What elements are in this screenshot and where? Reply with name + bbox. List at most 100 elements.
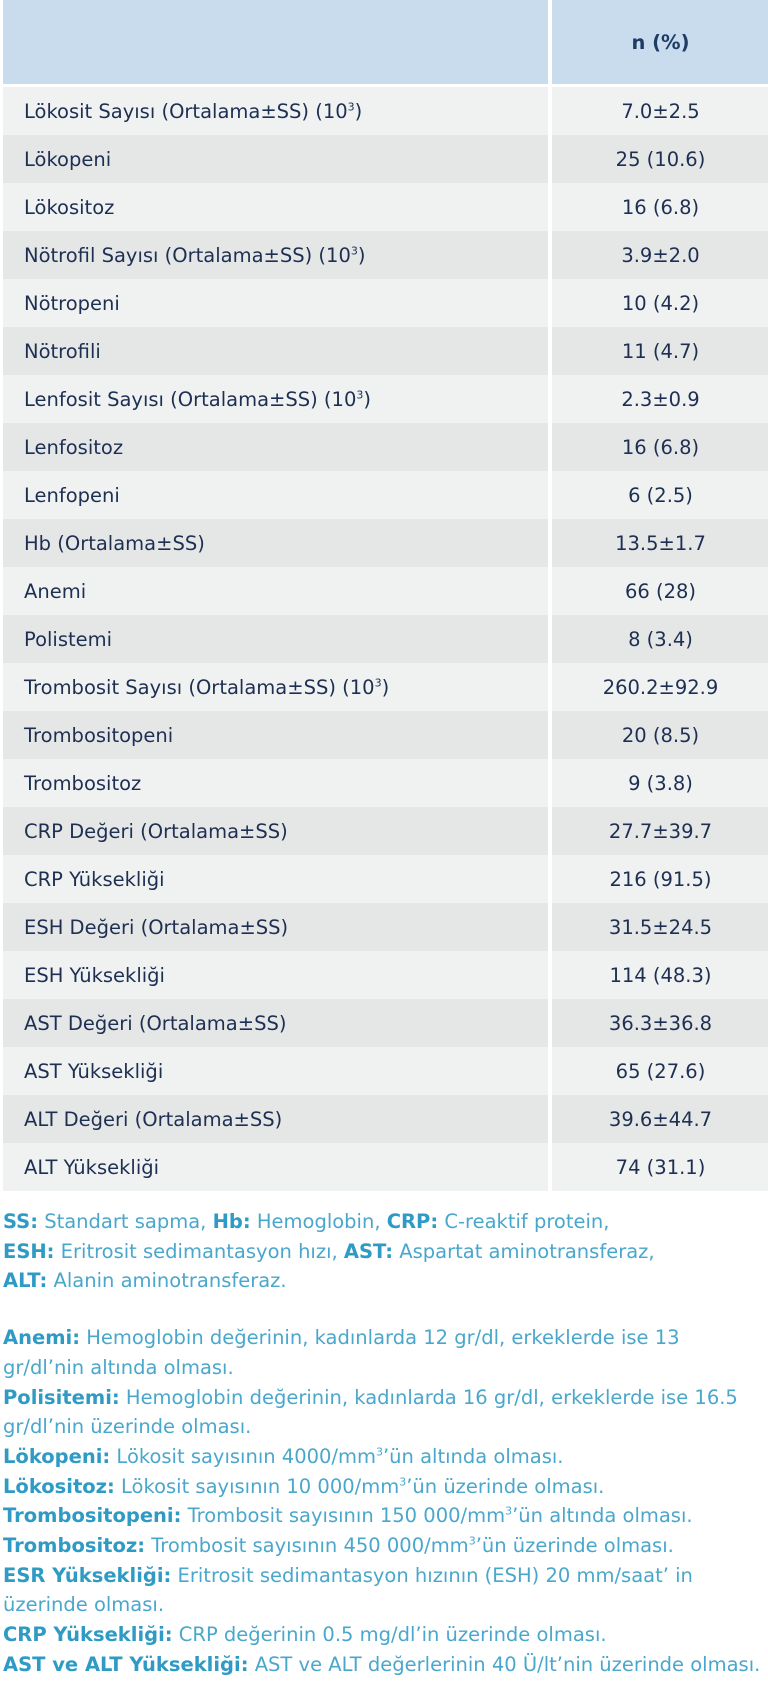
definition-anemi: Anemi: Hemoglobin değerinin, kadınlarda … <box>3 1323 763 1382</box>
row-value: 65 (27.6) <box>549 1047 768 1095</box>
definition-trombositopeni: Trombositopeni: Trombosit sayısının 150 … <box>3 1501 763 1531</box>
row-label-text: Trombosit Sayısı (Ortalama±SS) (10 <box>24 675 375 699</box>
row-label: Lökosit Sayısı (Ortalama±SS) (103) <box>0 85 552 135</box>
row-label: ALT Yüksekliği <box>0 1143 552 1191</box>
row-value: 31.5±24.5 <box>549 903 768 951</box>
row-label: ALT Değeri (Ortalama±SS) <box>0 1095 552 1143</box>
def-key-trombositopeni: Trombositopeni: <box>3 1504 182 1528</box>
table-row: ALT Değeri (Ortalama±SS) 39.6±44.7 <box>0 1095 768 1143</box>
table-row: Lenfositoz 16 (6.8) <box>0 423 768 471</box>
row-label: Nötropeni <box>0 279 552 327</box>
row-label-suffix: ) <box>357 243 366 267</box>
table-row: Nötrofili 11 (4.7) <box>0 327 768 375</box>
table-row: CRP Yüksekliği 216 (91.5) <box>0 855 768 903</box>
definition-crp: CRP Yüksekliği: CRP değerinin 0.5 mg/dl’… <box>3 1620 763 1650</box>
row-label-suffix: ) <box>354 99 363 123</box>
def-text-polisitemi: Hemoglobin değerinin, kadınlarda 16 gr/d… <box>3 1385 738 1439</box>
row-label-text: ESH Yüksekliği <box>24 963 165 987</box>
row-value: 20 (8.5) <box>549 711 768 759</box>
def-key-trombositoz: Trombositoz: <box>3 1534 146 1558</box>
def-key-lokopeni: Lökopeni: <box>3 1444 111 1468</box>
row-value: 25 (10.6) <box>549 135 768 183</box>
row-value: 114 (48.3) <box>549 951 768 999</box>
abbr-text-ss: Standart sapma, <box>38 1210 213 1233</box>
row-value: 66 (28) <box>549 567 768 615</box>
table-row: AST Değeri (Ortalama±SS) 36.3±36.8 <box>0 999 768 1047</box>
row-label-text: Lenfopeni <box>24 483 120 507</box>
row-label: Nötrofil Sayısı (Ortalama±SS) (103) <box>0 231 552 279</box>
def-text-lokositoz-post: ’ün üzerinde olması. <box>406 1474 605 1498</box>
def-key-lokositoz: Lökositoz: <box>3 1474 115 1498</box>
row-label-text: CRP Değeri (Ortalama±SS) <box>24 819 288 843</box>
row-label-text: Polistemi <box>24 627 113 651</box>
def-key-ast-alt: AST ve ALT Yüksekliği: <box>3 1652 249 1676</box>
row-label-text: Hb (Ortalama±SS) <box>24 531 205 555</box>
abbr-key-ss: SS: <box>3 1210 39 1233</box>
table-row: Trombositoz 9 (3.8) <box>0 759 768 807</box>
abbr-key-ast: AST: <box>343 1239 394 1263</box>
table-row: Trombositopeni 20 (8.5) <box>0 711 768 759</box>
abbr-text-hb: Hemoglobin, <box>250 1210 387 1233</box>
abbr-key-alt: ALT: <box>3 1269 48 1293</box>
table-row: AST Yüksekliği 65 (27.6) <box>0 1047 768 1095</box>
def-key-crp: CRP Yüksekliği: <box>3 1623 173 1647</box>
row-label: ESH Değeri (Ortalama±SS) <box>0 903 552 951</box>
row-label-text: Anemi <box>24 579 87 603</box>
def-text-lokopeni-pre: Lökosit sayısının 4000/mm <box>110 1444 376 1468</box>
row-label: AST Yüksekliği <box>0 1047 552 1095</box>
table-row: ESH Yüksekliği 114 (48.3) <box>0 951 768 999</box>
row-label-text: Nötrofil Sayısı (Ortalama±SS) (10 <box>24 243 351 267</box>
row-value: 13.5±1.7 <box>549 519 768 567</box>
row-label: Hb (Ortalama±SS) <box>0 519 552 567</box>
row-label: Lökositoz <box>0 183 552 231</box>
row-value: 8 (3.4) <box>549 615 768 663</box>
abbr-key-crp: CRP: <box>386 1210 439 1233</box>
label-column-header <box>0 0 552 86</box>
row-value: 16 (6.8) <box>549 183 768 231</box>
superscript-3: 3 <box>375 1445 383 1459</box>
table-row: Lökopeni 25 (10.6) <box>0 135 768 183</box>
definition-lokopeni: Lökopeni: Lökosit sayısının 4000/mm3’ün … <box>3 1442 763 1472</box>
row-value: 27.7±39.7 <box>549 807 768 855</box>
definition-trombositoz: Trombositoz: Trombosit sayısının 450 000… <box>3 1531 763 1561</box>
row-label-text: Lenfositoz <box>24 435 124 459</box>
superscript-3: 3 <box>468 1534 476 1548</box>
abbr-key-esh: ESH: <box>3 1239 55 1263</box>
abbr-text-ast: Aspartat aminotransferaz, <box>393 1239 655 1263</box>
row-value: 6 (2.5) <box>549 471 768 519</box>
table-row: Lenfopeni 6 (2.5) <box>0 471 768 519</box>
def-key-anemi: Anemi: <box>3 1326 81 1350</box>
table-row: ALT Yüksekliği 74 (31.1) <box>0 1143 768 1191</box>
row-label-text: CRP Yüksekliği <box>24 867 165 891</box>
abbr-text-crp: C-reaktif protein, <box>438 1210 610 1233</box>
row-value: 260.2±92.9 <box>549 663 768 711</box>
table-row: Trombosit Sayısı (Ortalama±SS) (103) 260.… <box>0 663 768 711</box>
row-label-text: Trombositopeni <box>24 723 174 747</box>
row-label: Lenfositoz <box>0 423 552 471</box>
table-row: Polistemi 8 (3.4) <box>0 615 768 663</box>
def-text-ast-alt: AST ve ALT değerlerinin 40 Ü/lt’nin üzer… <box>248 1652 761 1676</box>
def-text-trombositoz-post: ’ün üzerinde olması. <box>475 1534 674 1558</box>
row-label: Polistemi <box>0 615 552 663</box>
row-label: Lenfopeni <box>0 471 552 519</box>
table-row: Lenfosit Sayısı (Ortalama±SS) (103) 2.3±0… <box>0 375 768 423</box>
def-text-lokositoz-pre: Lökosit sayısının 10 000/mm <box>114 1474 400 1498</box>
row-label-superscript: 3 <box>356 388 364 401</box>
superscript-3: 3 <box>399 1475 407 1489</box>
table-row: Hb (Ortalama±SS) 13.5±1.7 <box>0 519 768 567</box>
row-label-text: ESH Değeri (Ortalama±SS) <box>24 915 289 939</box>
table-row: CRP Değeri (Ortalama±SS) 27.7±39.7 <box>0 807 768 855</box>
row-value: 216 (91.5) <box>549 855 768 903</box>
row-label-text: Lökopeni <box>24 147 112 171</box>
row-label: ESH Yüksekliği <box>0 951 552 999</box>
row-label: Nötrofili <box>0 327 552 375</box>
row-label-text: Lökosit Sayısı (Ortalama±SS) (10 <box>24 99 348 123</box>
row-label-text: Lökositoz <box>24 195 115 219</box>
row-label: Trombositoz <box>0 759 552 807</box>
row-label: CRP Değeri (Ortalama±SS) <box>0 807 552 855</box>
superscript-3: 3 <box>505 1504 513 1518</box>
def-text-trombositopeni-pre: Trombosit sayısının 150 000/mm <box>181 1504 506 1528</box>
table-header-row: n (%) <box>0 0 768 86</box>
def-text-anemi: Hemoglobin değerinin, kadınlarda 12 gr/d… <box>3 1326 680 1379</box>
row-value: 11 (4.7) <box>549 327 768 375</box>
